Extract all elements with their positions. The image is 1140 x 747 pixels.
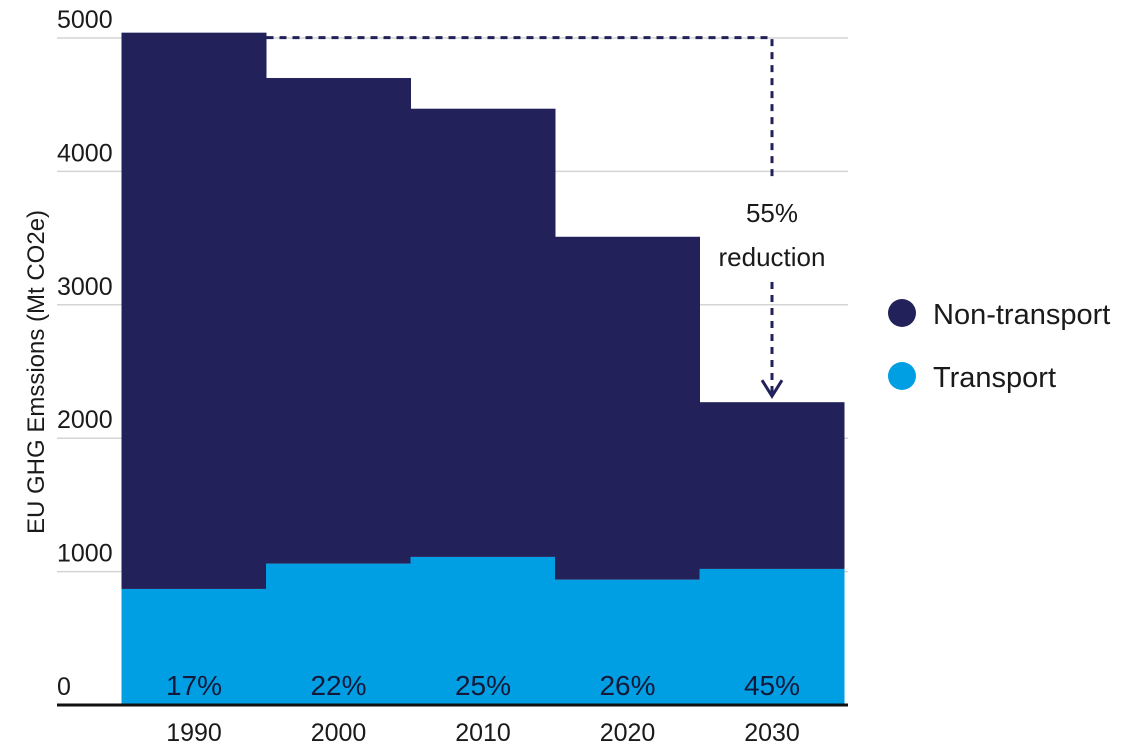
bar-non-transport-2000 [266, 78, 411, 564]
bar-non-transport-2010 [410, 108, 556, 557]
y-tick-labels: 0 1000 2000 3000 4000 5000 [57, 6, 113, 701]
bar-percentage-labels: 17% 22% 25% 26% 45% [166, 670, 800, 701]
x-tick-label-2010: 2010 [455, 719, 511, 747]
y-tick-label-5000: 5000 [57, 6, 113, 34]
x-tick-labels: 1990 2000 2010 2020 2030 [166, 719, 800, 747]
annotation-line-2: reduction [719, 242, 826, 272]
x-tick-label-2030: 2030 [744, 719, 800, 747]
legend-swatch-non-transport [888, 299, 916, 327]
reduction-arrow-head [760, 379, 784, 400]
bar-non-transport-2030 [699, 402, 845, 569]
annotation-line-1: 55% [746, 198, 798, 228]
bar-pct-label-2020: 26% [599, 670, 655, 701]
y-tick-label-2000: 2000 [57, 406, 113, 434]
bar-transport-2000 [266, 563, 411, 705]
reduction-annotation: 55% reduction [266, 36, 826, 400]
x-tick-label-2020: 2020 [600, 719, 656, 747]
bar-non-transport-1990 [121, 32, 267, 589]
bar-transport-2020 [555, 579, 700, 705]
legend: Non-transport Transport [888, 299, 1110, 394]
y-tick-label-4000: 4000 [57, 139, 113, 167]
y-tick-label-3000: 3000 [57, 273, 113, 301]
reduction-arrow-line [266, 36, 774, 397]
bar-pct-label-1990: 17% [166, 670, 222, 701]
bar-pct-label-2000: 22% [310, 670, 366, 701]
y-axis-label: EU GHG Emssions (Mt CO2e) [23, 210, 50, 534]
y-tick-label-0: 0 [57, 673, 71, 701]
bars [121, 32, 845, 705]
y-tick-label-1000: 1000 [57, 540, 113, 568]
bar-non-transport-2020 [555, 236, 700, 580]
bar-pct-label-2010: 25% [455, 670, 511, 701]
x-tick-label-2000: 2000 [311, 719, 367, 747]
bar-pct-label-2030: 45% [744, 670, 800, 701]
bar-transport-2010 [410, 556, 556, 705]
legend-label-non-transport: Non-transport [933, 299, 1110, 331]
legend-label-transport: Transport [933, 362, 1056, 394]
bar-transport-2030 [699, 568, 845, 705]
bar-transport-1990 [121, 588, 267, 705]
legend-swatch-transport [888, 362, 916, 390]
x-tick-label-1990: 1990 [166, 719, 222, 747]
